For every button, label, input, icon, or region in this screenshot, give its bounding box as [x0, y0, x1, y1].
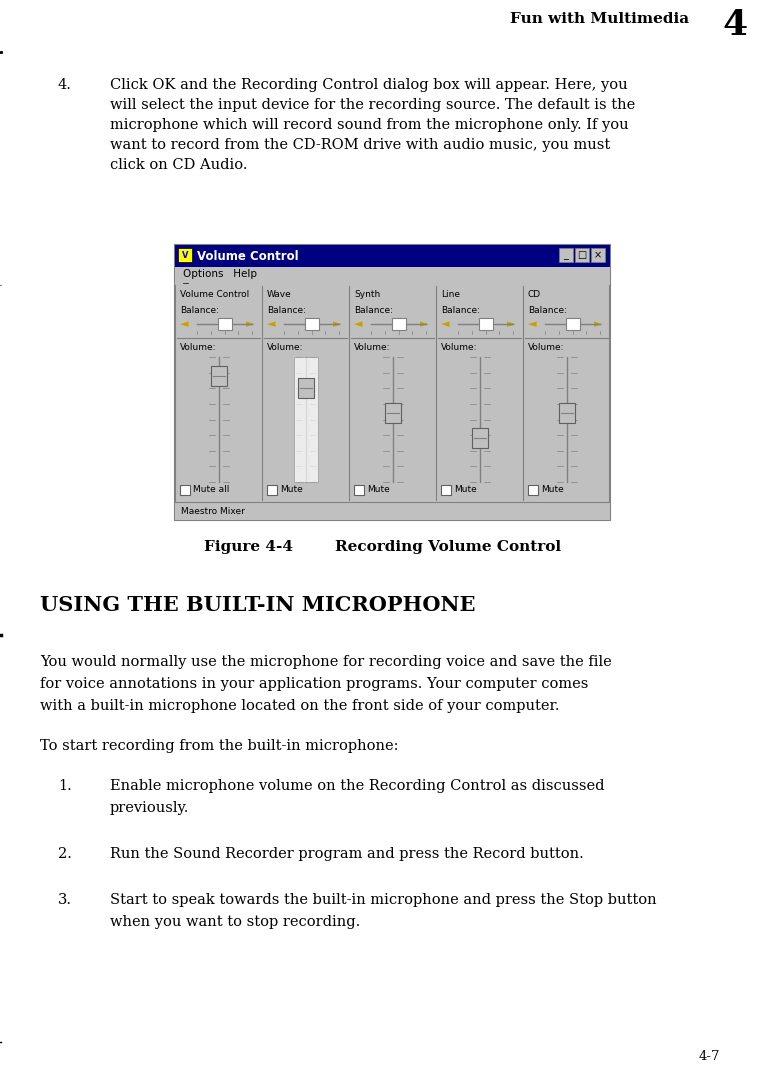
Text: 2.: 2.	[58, 847, 72, 861]
Text: Wave: Wave	[267, 290, 291, 299]
Text: USING THE BUILT-IN MICROPHONE: USING THE BUILT-IN MICROPHONE	[40, 595, 476, 615]
Text: Volume:: Volume:	[267, 343, 304, 352]
Text: Mute: Mute	[367, 486, 390, 494]
Bar	[175, 245, 610, 267]
Text: Click OK and the Recording Control dialog box will appear. Here, you: Click OK and the Recording Control dialo…	[110, 78, 628, 92]
Text: Mute: Mute	[280, 486, 303, 494]
Text: Balance:: Balance:	[267, 306, 306, 315]
Text: ◄: ◄	[354, 319, 362, 329]
Text: Options   Help: Options Help	[183, 269, 257, 279]
Text: 1.: 1.	[58, 779, 72, 793]
Text: Line: Line	[441, 290, 460, 299]
Text: for voice annotations in your application programs. Your computer comes: for voice annotations in your applicatio…	[40, 677, 588, 691]
Text: ◄: ◄	[180, 319, 189, 329]
Text: Volume:: Volume:	[354, 343, 390, 352]
Bar	[304, 318, 319, 330]
Bar	[559, 404, 575, 423]
Text: 4.: 4.	[57, 78, 71, 92]
Bar	[354, 484, 364, 495]
Text: ◄: ◄	[441, 319, 450, 329]
Text: ►: ►	[594, 319, 602, 329]
Bar	[175, 245, 610, 520]
Text: Maestro Mixer: Maestro Mixer	[181, 506, 245, 516]
Bar	[384, 404, 400, 423]
Text: Balance:: Balance:	[354, 306, 393, 315]
Text: You would normally use the microphone for recording voice and save the file: You would normally use the microphone fo…	[40, 655, 612, 669]
Text: ×: ×	[594, 250, 602, 260]
Text: ◄: ◄	[267, 319, 275, 329]
Text: when you want to stop recording.: when you want to stop recording.	[110, 915, 360, 929]
Text: ►: ►	[420, 319, 428, 329]
Text: Mute: Mute	[541, 486, 564, 494]
Text: Balance:: Balance:	[180, 306, 219, 315]
Text: Fun with Multimedia: Fun with Multimedia	[511, 12, 700, 26]
Bar	[180, 484, 190, 495]
Bar	[294, 357, 317, 482]
Text: Volume:: Volume:	[441, 343, 477, 352]
Bar	[175, 267, 610, 285]
Text: Volume:: Volume:	[528, 343, 565, 352]
Text: Enable microphone volume on the Recording Control as discussed: Enable microphone volume on the Recordin…	[110, 779, 604, 793]
Text: want to record from the CD-ROM drive with audio music, you must: want to record from the CD-ROM drive wit…	[110, 138, 610, 152]
Text: 3.: 3.	[58, 893, 72, 907]
Text: Volume Control: Volume Control	[180, 290, 250, 299]
Bar	[391, 318, 406, 330]
Text: Start to speak towards the built-in microphone and press the Stop button: Start to speak towards the built-in micr…	[110, 893, 657, 907]
Bar	[591, 248, 605, 262]
Text: ►: ►	[246, 319, 254, 329]
Text: ◄: ◄	[528, 319, 537, 329]
Text: ►: ►	[333, 319, 341, 329]
Text: Run the Sound Recorder program and press the Record button.: Run the Sound Recorder program and press…	[110, 847, 584, 861]
Text: Volume Control: Volume Control	[197, 249, 298, 262]
Text: Balance:: Balance:	[441, 306, 480, 315]
Bar	[211, 366, 227, 386]
Text: _: _	[564, 250, 568, 260]
Bar	[178, 248, 192, 262]
Bar	[472, 428, 488, 448]
Text: Balance:: Balance:	[528, 306, 567, 315]
Text: Mute: Mute	[454, 486, 476, 494]
Text: click on CD Audio.: click on CD Audio.	[110, 158, 247, 172]
Bar	[267, 484, 277, 495]
Text: previously.: previously.	[110, 801, 189, 815]
Text: Synth: Synth	[354, 290, 380, 299]
Bar	[441, 484, 451, 495]
Bar	[559, 248, 573, 262]
Text: CD: CD	[528, 290, 541, 299]
Text: with a built-in microphone located on the front side of your computer.: with a built-in microphone located on th…	[40, 699, 559, 713]
Text: To start recording from the built-in microphone:: To start recording from the built-in mic…	[40, 739, 399, 753]
Bar	[298, 379, 314, 398]
Text: ►: ►	[507, 319, 515, 329]
Text: will select the input device for the recording source. The default is the: will select the input device for the rec…	[110, 98, 635, 112]
Bar	[528, 484, 538, 495]
Text: 4-7: 4-7	[699, 1050, 720, 1063]
Text: Volume:: Volume:	[180, 343, 216, 352]
Text: 4: 4	[723, 8, 748, 42]
Bar	[175, 502, 610, 520]
Text: Figure 4-4        Recording Volume Control: Figure 4-4 Recording Volume Control	[205, 540, 562, 554]
Bar	[479, 318, 492, 330]
Text: □: □	[578, 250, 587, 260]
Text: Mute all: Mute all	[193, 486, 229, 494]
Bar	[565, 318, 579, 330]
Bar	[218, 318, 231, 330]
Text: V: V	[182, 250, 188, 260]
Text: microphone which will record sound from the microphone only. If you: microphone which will record sound from …	[110, 118, 629, 132]
Bar	[575, 248, 589, 262]
